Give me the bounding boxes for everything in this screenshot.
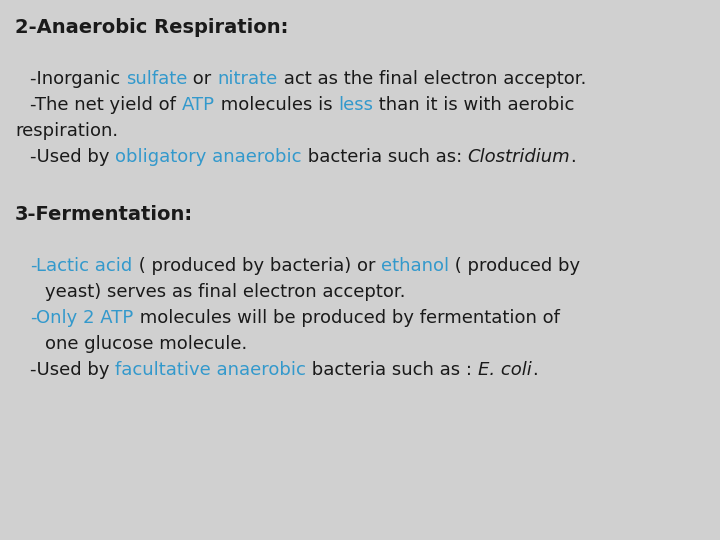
Text: sulfate: sulfate: [126, 70, 187, 88]
Text: ( produced by: ( produced by: [449, 257, 580, 275]
Text: less: less: [338, 96, 373, 114]
Text: bacteria such as:: bacteria such as:: [302, 148, 468, 166]
Text: .: .: [570, 148, 576, 166]
Text: -: -: [30, 309, 37, 327]
Text: one glucose molecule.: one glucose molecule.: [45, 335, 247, 353]
Text: 2-Anaerobic Respiration:: 2-Anaerobic Respiration:: [15, 18, 289, 37]
Text: bacteria such as :: bacteria such as :: [306, 361, 478, 379]
Text: ( produced by bacteria) or: ( produced by bacteria) or: [132, 257, 381, 275]
Text: Lactic acid: Lactic acid: [37, 257, 132, 275]
Text: respiration.: respiration.: [15, 122, 118, 140]
Text: -: -: [30, 257, 37, 275]
Text: molecules will be produced by fermentation of: molecules will be produced by fermentati…: [134, 309, 559, 327]
Text: Only 2 ATP: Only 2 ATP: [37, 309, 134, 327]
Text: -Inorganic: -Inorganic: [30, 70, 126, 88]
Text: molecules is: molecules is: [215, 96, 338, 114]
Text: or: or: [187, 70, 217, 88]
Text: ATP: ATP: [181, 96, 215, 114]
Text: facultative anaerobic: facultative anaerobic: [115, 361, 306, 379]
Text: .: .: [531, 361, 537, 379]
Text: than it is with aerobic: than it is with aerobic: [373, 96, 575, 114]
Text: 3-Fermentation:: 3-Fermentation:: [15, 205, 193, 224]
Text: Clostridium: Clostridium: [468, 148, 570, 166]
Text: -Used by: -Used by: [30, 361, 115, 379]
Text: nitrate: nitrate: [217, 70, 277, 88]
Text: E. coli: E. coli: [478, 361, 531, 379]
Text: obligatory anaerobic: obligatory anaerobic: [115, 148, 302, 166]
Text: -The net yield of: -The net yield of: [30, 96, 181, 114]
Text: act as the final electron acceptor.: act as the final electron acceptor.: [277, 70, 586, 88]
Text: -Used by: -Used by: [30, 148, 115, 166]
Text: ethanol: ethanol: [381, 257, 449, 275]
Text: yeast) serves as final electron acceptor.: yeast) serves as final electron acceptor…: [45, 283, 405, 301]
